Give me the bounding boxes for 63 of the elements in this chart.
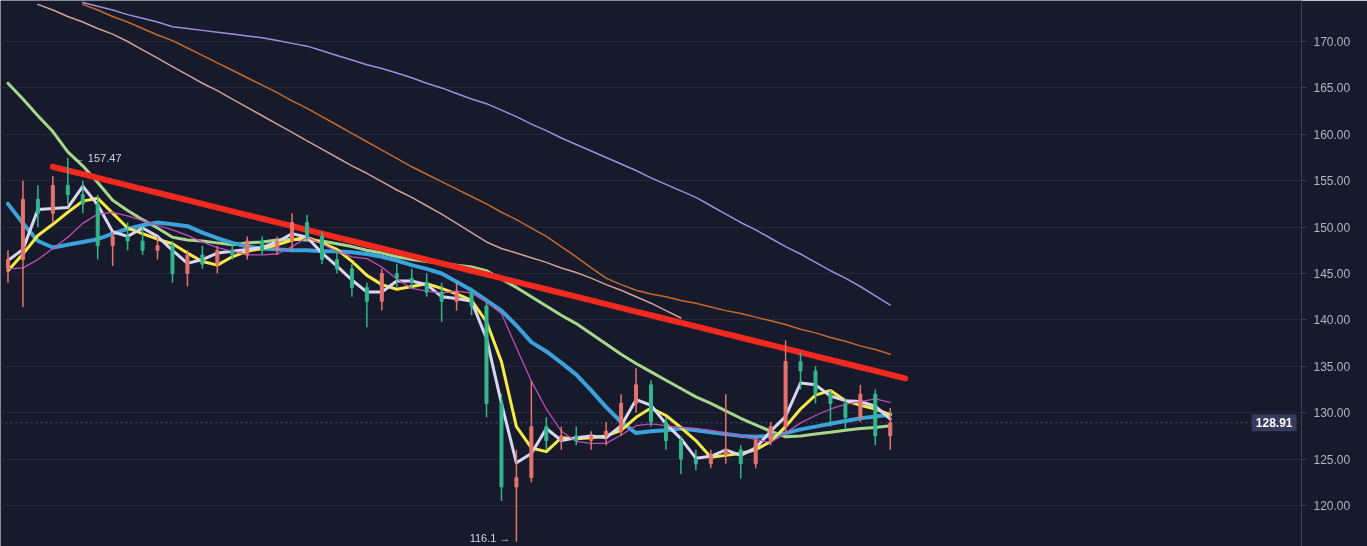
y-tick-label: 120.00 xyxy=(1313,498,1351,513)
candlestick xyxy=(634,367,639,414)
candlestick xyxy=(798,351,803,391)
candlestick xyxy=(320,230,325,265)
annotation: ← 157.47 xyxy=(73,151,122,164)
candlestick xyxy=(768,421,773,446)
y-tick-label: 165.00 xyxy=(1313,81,1351,96)
candlestick xyxy=(155,235,160,261)
candlestick xyxy=(215,244,220,275)
candlestick xyxy=(858,384,863,423)
annotation: 116.1 → xyxy=(469,531,511,544)
y-tick-label: 150.00 xyxy=(1313,220,1351,235)
candlestick xyxy=(559,425,564,451)
candlestick xyxy=(349,263,354,298)
y-tick-label: 130.00 xyxy=(1313,406,1351,421)
y-tick-label: 160.00 xyxy=(1313,127,1351,142)
candlestick xyxy=(678,435,683,475)
candlestick xyxy=(334,249,339,275)
candlestick xyxy=(828,388,833,428)
candlestick xyxy=(514,449,519,543)
candlestick xyxy=(439,282,444,323)
candlestick xyxy=(753,435,758,470)
candlestick xyxy=(80,179,85,214)
candlestick xyxy=(693,449,698,471)
candlestick xyxy=(738,444,743,480)
candlestick xyxy=(245,235,250,261)
ref-line-label: 128.91 xyxy=(1255,416,1293,431)
candlestick xyxy=(290,212,295,252)
y-tick-label: 140.00 xyxy=(1313,313,1351,328)
candlestick xyxy=(260,235,265,256)
y-tick-label: 125.00 xyxy=(1313,452,1351,467)
candlestick xyxy=(708,449,713,470)
candlestick xyxy=(544,416,549,451)
candlestick xyxy=(663,416,668,451)
candlestick xyxy=(230,240,235,261)
candlestick xyxy=(200,244,205,270)
y-tick-label: 145.00 xyxy=(1313,267,1351,281)
candlestick xyxy=(843,398,848,430)
candlestick xyxy=(604,421,609,446)
y-tick-label: 155.00 xyxy=(1313,174,1351,189)
candlestick xyxy=(409,268,414,289)
candlestick xyxy=(424,272,429,298)
line-series xyxy=(37,3,682,319)
candlestick xyxy=(5,249,10,284)
candlestick xyxy=(469,286,474,317)
candlestick xyxy=(110,230,115,267)
y-tick-label: 170.00 xyxy=(1313,35,1351,50)
candlestick xyxy=(65,157,70,205)
candlestick xyxy=(275,235,280,256)
y-tick-label: 135.00 xyxy=(1313,359,1351,374)
candlestick xyxy=(125,221,130,252)
candlestick xyxy=(140,226,145,256)
candlestick xyxy=(185,249,190,288)
candlestick xyxy=(364,282,369,329)
candlestick xyxy=(305,214,310,242)
candlestick xyxy=(35,184,40,228)
candlestick xyxy=(454,282,459,312)
candlestick xyxy=(813,365,818,405)
candlestick xyxy=(723,393,728,465)
candlestick xyxy=(394,263,399,289)
candlestick xyxy=(574,425,579,446)
candlestick xyxy=(888,407,893,451)
candlestick xyxy=(589,430,594,451)
